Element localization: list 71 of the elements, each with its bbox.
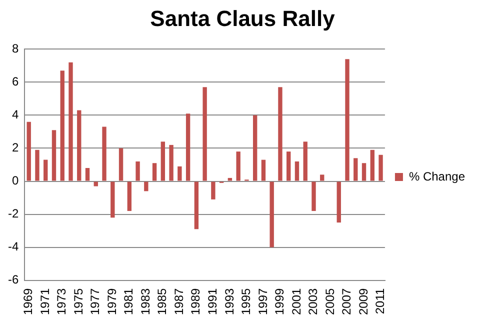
x-tick-label: 2003	[306, 288, 320, 316]
bar	[52, 130, 56, 181]
x-tick-label: 1981	[122, 288, 136, 316]
bar	[370, 150, 374, 181]
x-tick-label: 1993	[222, 288, 236, 316]
x-tick-label: 1987	[172, 288, 186, 316]
y-tick-label: -2	[8, 206, 19, 221]
bar	[261, 160, 266, 181]
chart-title: Santa Claus Rally	[149, 5, 336, 33]
bar	[378, 154, 383, 181]
bar	[178, 166, 182, 181]
y-tick-label: -4	[8, 240, 19, 254]
y-tick-label: 6	[12, 74, 19, 89]
legend-label: % Change	[408, 169, 466, 184]
bar	[303, 142, 308, 181]
bar	[270, 182, 274, 248]
bar	[354, 158, 358, 181]
bar	[336, 182, 341, 223]
x-tick-label: 1971	[38, 288, 52, 316]
bar	[362, 163, 366, 181]
bar	[26, 122, 31, 181]
y-tick-label: -6	[8, 272, 19, 287]
x-tick-label: 1999	[272, 288, 287, 316]
bar	[345, 59, 350, 181]
bar	[312, 182, 316, 211]
bar	[60, 70, 64, 181]
x-tick-label: 2011	[373, 288, 388, 314]
x-tick-label: 1991	[206, 288, 220, 316]
bar	[211, 182, 216, 200]
x-tick-label: 1979	[104, 288, 119, 316]
x-tick-label: 1995	[239, 288, 254, 316]
bar	[152, 163, 157, 181]
x-tick-label: 1973	[54, 288, 69, 316]
bar	[278, 87, 282, 181]
x-tick-label: 2007	[340, 288, 354, 316]
bar	[202, 87, 207, 181]
bar	[44, 160, 48, 181]
bar	[136, 161, 140, 181]
bar	[85, 168, 90, 181]
bar	[77, 110, 82, 181]
y-tick-label: 8	[12, 42, 19, 56]
x-tick-label: 1975	[71, 288, 86, 316]
bar	[320, 174, 324, 181]
bar	[160, 142, 166, 181]
x-tick-label: 1997	[256, 288, 270, 316]
y-tick-label: 4	[12, 108, 19, 122]
bar	[102, 126, 106, 181]
x-tick-label: 2001	[289, 288, 304, 316]
bar	[118, 148, 124, 181]
bar	[68, 62, 73, 181]
x-tick-label: 1985	[155, 288, 170, 316]
bar	[294, 161, 300, 181]
x-tick-label: 2009	[356, 288, 370, 316]
x-tick-label: 1969	[21, 288, 36, 316]
bar	[110, 182, 115, 218]
bar	[127, 182, 132, 211]
y-tick-label: 0	[12, 174, 19, 188]
bar	[35, 150, 40, 181]
x-tick-label: 1983	[138, 288, 152, 316]
x-tick-label: 1977	[88, 288, 102, 316]
x-tick-label: 2005	[322, 288, 337, 316]
bar	[252, 115, 258, 181]
bar	[286, 152, 291, 181]
bar	[228, 178, 232, 181]
x-tick-label: 1989	[188, 288, 203, 316]
bar	[144, 182, 148, 192]
y-tick-label: 2	[12, 140, 19, 155]
bar	[236, 152, 240, 181]
bar	[194, 182, 199, 230]
bar	[186, 114, 190, 181]
bar	[169, 144, 174, 181]
